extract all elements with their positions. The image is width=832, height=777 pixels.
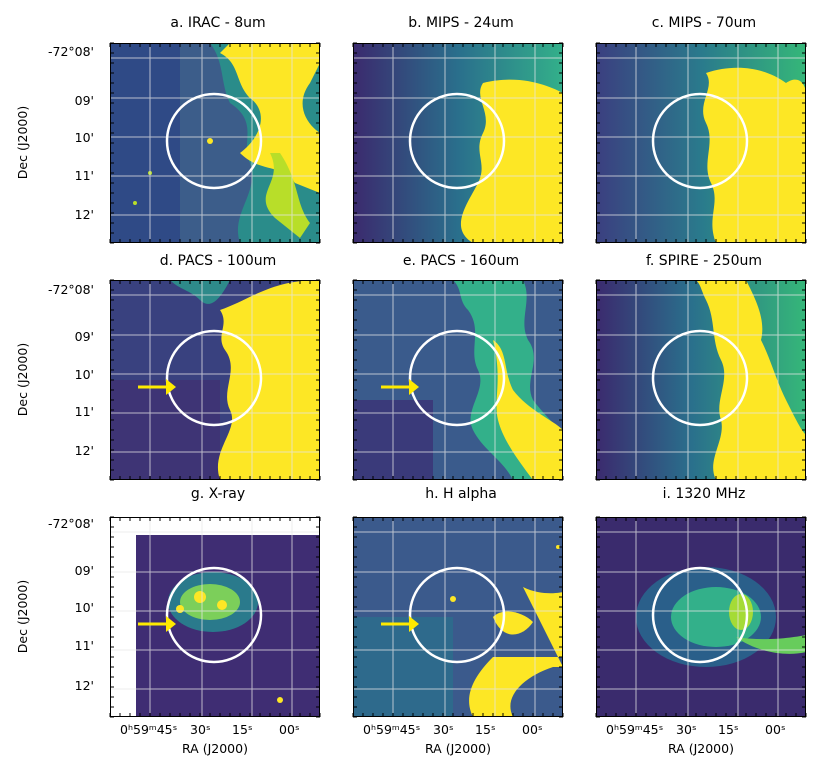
ra-tick-col2-30: 30ˢ bbox=[433, 722, 454, 737]
aperture-circle bbox=[165, 92, 263, 190]
aperture-circle bbox=[165, 329, 263, 427]
ra-tick-col2-15: 15ˢ bbox=[475, 722, 496, 737]
dec-tick-row3-09: 09' bbox=[74, 563, 94, 578]
dec-tick-row3-08: -72°08' bbox=[47, 516, 94, 531]
ra-tick-col1-first: 0ʰ59ᵐ45ˢ bbox=[120, 722, 178, 737]
dec-tick-row1-08: -72°08' bbox=[47, 44, 94, 59]
dec-tick-row1-12: 12' bbox=[74, 207, 94, 222]
arrow-head bbox=[166, 379, 176, 395]
ra-tick-col3-00: 00ˢ bbox=[765, 722, 786, 737]
dec-axis-title-row1: Dec (J2000) bbox=[15, 105, 31, 180]
dec-tick-row2-10: 10' bbox=[74, 367, 94, 382]
panel-title-g: g. X-ray bbox=[190, 486, 246, 502]
aperture-circle bbox=[651, 566, 749, 664]
panel-title-c: c. MIPS - 70um bbox=[651, 15, 757, 31]
arrow-head bbox=[409, 616, 419, 632]
panel-title-b: b. MIPS - 24um bbox=[408, 15, 514, 31]
panel-mips-70um bbox=[596, 43, 806, 243]
aperture-circle bbox=[408, 566, 506, 664]
aperture-circle bbox=[165, 566, 263, 664]
panel-title-a: a. IRAC - 8um bbox=[170, 15, 266, 31]
panel-pacs-160um bbox=[353, 280, 563, 480]
panel-title-d: d. PACS - 100um bbox=[159, 253, 277, 269]
panel-title-i: i. 1320 MHz bbox=[662, 486, 746, 502]
dec-tick-row2-08: -72°08' bbox=[47, 282, 94, 297]
ra-axis-title-col2: RA (J2000) bbox=[425, 741, 491, 756]
arrow-head bbox=[409, 379, 419, 395]
aperture-circle bbox=[408, 329, 506, 427]
dec-tick-row3-11: 11' bbox=[74, 638, 94, 653]
panel-title-e: e. PACS - 160um bbox=[402, 253, 520, 269]
ra-tick-col3-first: 0ʰ59ᵐ45ˢ bbox=[606, 722, 664, 737]
aperture-circle bbox=[651, 329, 749, 427]
panel-h-alpha bbox=[353, 517, 563, 717]
ra-tick-col3-30: 30ˢ bbox=[676, 722, 697, 737]
dec-tick-row3-10: 10' bbox=[74, 600, 94, 615]
panel-title-f: f. SPIRE - 250um bbox=[645, 253, 763, 269]
aperture-circle bbox=[408, 92, 506, 190]
dec-tick-row1-09: 09' bbox=[74, 93, 94, 108]
aperture-circle bbox=[651, 92, 749, 190]
dec-axis-title-row3: Dec (J2000) bbox=[15, 579, 31, 654]
dec-tick-row1-11: 11' bbox=[74, 168, 94, 183]
dec-tick-row2-12: 12' bbox=[74, 443, 94, 458]
ra-axis-title-col3: RA (J2000) bbox=[668, 741, 734, 756]
panel-mips-24um bbox=[353, 43, 563, 243]
dec-tick-row3-12: 12' bbox=[74, 678, 94, 693]
dec-tick-row2-11: 11' bbox=[74, 404, 94, 419]
ra-tick-col2-00: 00ˢ bbox=[522, 722, 543, 737]
ra-tick-col1-30: 30ˢ bbox=[190, 722, 211, 737]
panel-title-h: h. H alpha bbox=[425, 486, 497, 502]
ra-tick-col1-00: 00ˢ bbox=[279, 722, 300, 737]
ra-tick-col1-15: 15ˢ bbox=[232, 722, 253, 737]
ra-tick-col3-15: 15ˢ bbox=[718, 722, 739, 737]
arrow-head bbox=[166, 616, 176, 632]
dec-tick-row2-09: 09' bbox=[74, 329, 94, 344]
dec-tick-row1-10: 10' bbox=[74, 130, 94, 145]
dec-axis-title-row2: Dec (J2000) bbox=[15, 342, 31, 417]
ra-axis-title-col1: RA (J2000) bbox=[182, 741, 248, 756]
ra-tick-col2-first: 0ʰ59ᵐ45ˢ bbox=[363, 722, 421, 737]
